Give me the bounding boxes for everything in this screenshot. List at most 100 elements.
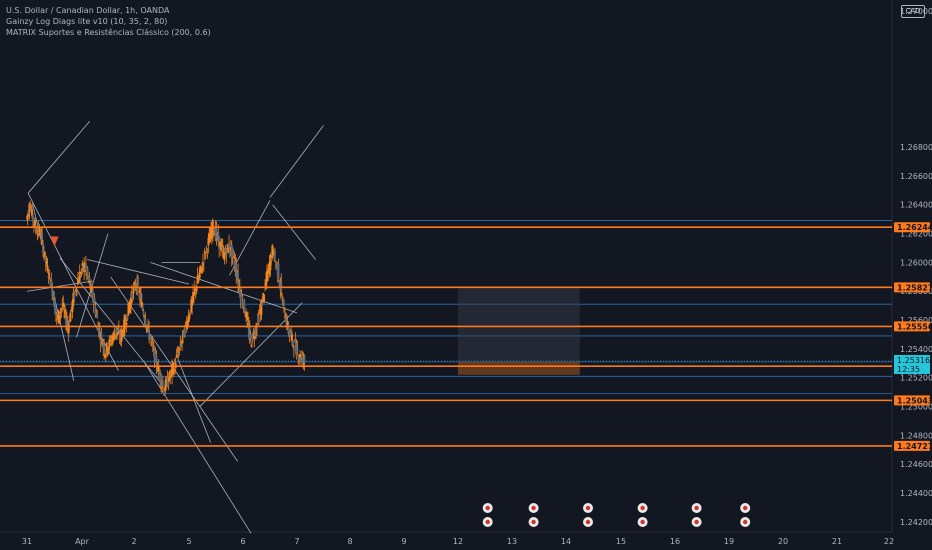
candle-body bbox=[224, 248, 227, 253]
candle-body bbox=[201, 268, 203, 274]
candle-body bbox=[203, 250, 206, 254]
candle-body bbox=[228, 242, 230, 249]
candle-body bbox=[150, 336, 152, 340]
candle-body bbox=[77, 280, 80, 282]
candle-body bbox=[53, 292, 55, 307]
candle-body bbox=[290, 331, 293, 336]
candle-body bbox=[238, 282, 240, 286]
candle-body bbox=[298, 357, 301, 360]
candle-body bbox=[63, 309, 66, 311]
candle-body bbox=[74, 289, 77, 291]
candle-body bbox=[191, 299, 194, 306]
candle-body bbox=[40, 234, 43, 237]
candle-body bbox=[197, 277, 200, 282]
candle-body bbox=[154, 349, 157, 354]
candle-body bbox=[160, 374, 162, 387]
candle-body bbox=[250, 344, 253, 348]
indicator-gainzy[interactable]: Gainzy Log Diags lite v10 (10, 35, 2, 80… bbox=[6, 17, 168, 26]
candle-body bbox=[70, 306, 73, 308]
candle-body bbox=[39, 235, 42, 237]
x-tick-label: 14 bbox=[561, 537, 571, 546]
candle-body bbox=[124, 321, 127, 323]
x-tick-label: 5 bbox=[186, 537, 191, 546]
diagonal-trend-line bbox=[269, 125, 324, 198]
candle-body bbox=[65, 317, 67, 326]
candle-body bbox=[175, 354, 178, 357]
candle-body bbox=[44, 256, 47, 264]
candle-body bbox=[238, 286, 241, 296]
candle-body bbox=[79, 274, 82, 276]
candle-body bbox=[109, 338, 112, 340]
candle-body bbox=[249, 334, 252, 339]
candle-body bbox=[278, 281, 281, 286]
candle-body bbox=[200, 267, 203, 268]
candle-body bbox=[189, 310, 192, 314]
candle-body bbox=[67, 324, 70, 334]
candle-body bbox=[28, 207, 30, 212]
candle-body bbox=[235, 264, 238, 278]
candle-body bbox=[132, 287, 135, 294]
candle-body bbox=[232, 251, 235, 257]
candle-body bbox=[56, 315, 59, 318]
candle-body bbox=[133, 282, 136, 285]
candle-body bbox=[43, 251, 45, 255]
candle-body bbox=[32, 214, 34, 222]
economic-event-flag-icon bbox=[640, 505, 645, 511]
currency-badge[interactable]: CAD bbox=[901, 5, 925, 18]
candle-body bbox=[92, 303, 95, 305]
candle-body bbox=[179, 343, 182, 348]
current-price-label: 1.25316 bbox=[897, 356, 930, 365]
candle-body bbox=[54, 308, 57, 316]
candle-body bbox=[248, 326, 251, 340]
x-tick-label: 2 bbox=[131, 537, 136, 546]
chart-legend: U.S. Dollar / Canadian Dollar, 1h, OANDA… bbox=[6, 5, 211, 38]
y-tick-label: 1.26800 bbox=[900, 143, 932, 152]
candle-body bbox=[147, 322, 150, 325]
y-tick-label: 1.26200 bbox=[900, 230, 932, 239]
candle-body bbox=[99, 338, 102, 344]
diagonal-trend-line bbox=[27, 193, 119, 371]
candle-body bbox=[27, 209, 30, 216]
y-tick-label: 1.24400 bbox=[900, 489, 932, 498]
candle-body bbox=[103, 344, 105, 354]
candle-body bbox=[296, 348, 299, 353]
candle-body bbox=[51, 284, 54, 296]
symbol-title[interactable]: U.S. Dollar / Canadian Dollar, 1h, OANDA bbox=[6, 6, 170, 15]
candle-body bbox=[263, 294, 266, 302]
economic-event-flag-icon bbox=[485, 505, 490, 511]
x-tick-label: 13 bbox=[507, 537, 517, 546]
candle-body bbox=[253, 336, 256, 340]
trade-box-target bbox=[458, 288, 580, 362]
candle-body bbox=[26, 215, 29, 220]
diagonal-trend-line bbox=[144, 363, 252, 534]
candle-body bbox=[113, 333, 116, 341]
candle-body bbox=[210, 227, 212, 237]
candle-body bbox=[161, 382, 164, 386]
candle-body bbox=[193, 288, 196, 293]
candle-body bbox=[60, 309, 63, 311]
economic-event-flag-icon bbox=[585, 519, 591, 525]
candle-body bbox=[162, 388, 165, 395]
indicator-matrix[interactable]: MATRIX Suportes e Resistências Clássico … bbox=[6, 28, 211, 37]
candle-body bbox=[152, 347, 155, 351]
candle-body bbox=[292, 341, 294, 345]
candle-body bbox=[264, 284, 266, 286]
candle-body bbox=[163, 390, 166, 392]
candle-body bbox=[72, 293, 75, 306]
candle-body bbox=[81, 263, 84, 267]
candle-body bbox=[161, 384, 163, 386]
candle-body bbox=[102, 341, 105, 348]
candle-body bbox=[125, 322, 128, 325]
candle-body bbox=[283, 314, 286, 319]
candle-body bbox=[143, 317, 146, 321]
y-tick-label: 1.24600 bbox=[900, 460, 932, 469]
candle-body bbox=[52, 295, 55, 298]
candle-body bbox=[141, 306, 144, 311]
candle-body bbox=[176, 352, 179, 355]
resistance-level-tag bbox=[894, 395, 930, 406]
candle-body bbox=[243, 299, 246, 313]
current-price-tag bbox=[894, 355, 930, 375]
y-tick-label: 1.25600 bbox=[900, 316, 932, 325]
candle-body bbox=[136, 276, 139, 293]
